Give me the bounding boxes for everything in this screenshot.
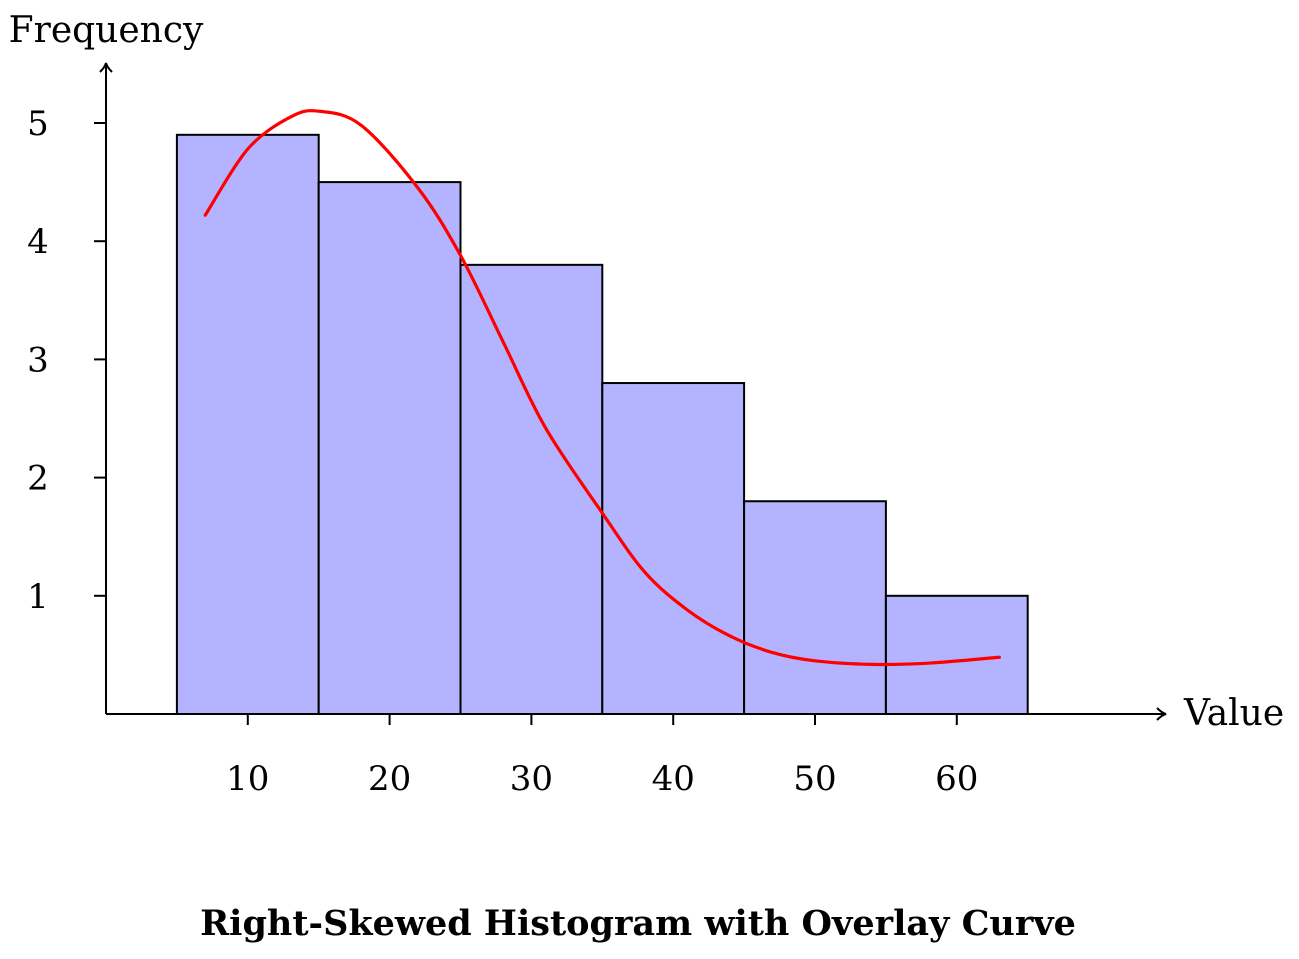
histogram-bar-1 — [175, 133, 320, 715]
y-axis-label: Frequency — [9, 10, 204, 51]
x-tick-label: 40 — [652, 759, 695, 799]
histogram-bar-2 — [317, 181, 462, 716]
x-axis-arrowhead — [1156, 707, 1167, 721]
axes-layer — [99, 62, 1167, 721]
overlay-curve — [203, 109, 1001, 667]
x-tick-label: 50 — [793, 759, 836, 799]
histogram-bar-6 — [884, 594, 1029, 715]
x-tick-label: 20 — [368, 759, 411, 799]
x-tick-label: 10 — [226, 759, 269, 799]
y-tick-label: 1 — [27, 577, 49, 617]
y-tick-label: 3 — [27, 340, 49, 380]
y-tick-label: 4 — [27, 222, 49, 262]
x-tick-label: 60 — [935, 759, 978, 799]
y-tick-label: 5 — [27, 104, 49, 144]
histogram-bar-4 — [601, 382, 746, 715]
histogram-bar-3 — [459, 263, 604, 715]
curve-layer — [203, 109, 1001, 667]
chart-title: Right-Skewed Histogram with Overlay Curv… — [200, 903, 1076, 944]
bars-layer — [175, 133, 1029, 716]
histogram-bar-5 — [743, 500, 887, 715]
ticks-layer: 10 20 30 40 50 60 1 2 3 4 5 — [27, 104, 978, 799]
x-tick-label: 30 — [510, 759, 553, 799]
x-axis-label: Value — [1183, 693, 1284, 734]
y-tick-label: 2 — [27, 459, 49, 499]
y-axis-arrowhead — [99, 62, 113, 73]
